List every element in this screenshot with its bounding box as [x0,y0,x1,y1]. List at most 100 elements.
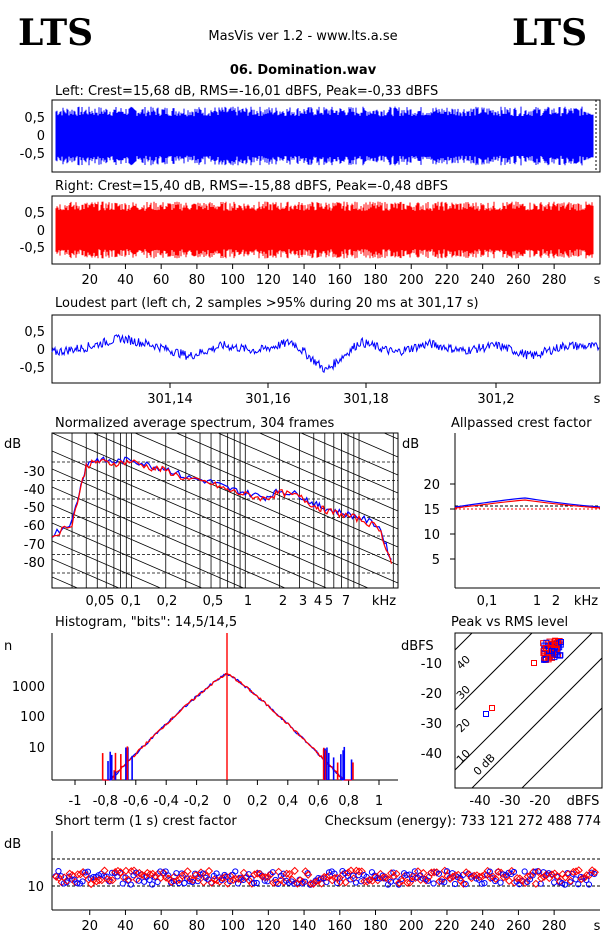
allpassed-xtick-2: 1 [533,594,541,609]
short-term-point [223,879,232,888]
short-term-point [551,879,558,886]
time-tick-label: 220 [435,919,460,934]
spectrum-xtick-8: 4 [314,594,322,609]
short-term-point [60,873,69,882]
short-term-point [178,870,185,877]
time-unit: s [594,919,601,934]
short-term-point [103,873,110,880]
app-title: MasVis ver 1.2 - www.lts.a.se [208,29,397,44]
spectrum-slope-line [300,433,398,476]
peak-rms-point [549,648,555,654]
right-waveform-plot [55,201,594,259]
peak-rms-point [531,660,537,666]
short-term-point [207,878,216,887]
short-term-point [285,870,294,879]
peak-rms-frame [454,632,603,789]
short-term-point [291,880,298,887]
short-term-point [119,873,128,882]
short-term-point [583,876,590,884]
time-axis-top: 20 40 60 80 100 120 140 160 180 200 220 240 260 280 s [81,264,601,288]
spectrum-ytick-2: -40 [24,483,45,498]
short-term-point [430,880,437,887]
loudest-ytick-3: -0,5 [20,361,45,376]
time-axis-bottom: 20 40 60 80 100 120 140 160 180 200 220 240 260 280 s [81,910,601,934]
short-term-point [224,873,231,880]
short-term-point [590,868,599,877]
spectrum-slope-line [175,433,398,530]
short-term-point [481,880,488,887]
allpassed-ytick-2: 15 [423,503,440,518]
time-tick-label: 200 [399,273,424,288]
peak-rms-xtick-3: -20 [529,794,550,809]
short-term-point [186,878,193,885]
short-term-point [108,875,117,885]
spectrum-yunit: dB [4,437,21,452]
spectrum-xtick-3: 0,2 [157,594,178,609]
short-term-point [148,869,157,879]
short-term-point [392,869,401,879]
short-term-point [381,873,390,882]
peak-rms-point [548,641,555,648]
short-term-point [232,868,239,875]
short-term-point [84,868,92,875]
loudest-xtick-3: 301,18 [343,392,389,407]
short-term-point [336,877,345,887]
short-term-point [451,880,459,888]
short-term-point [478,872,487,881]
peak-rms-point [558,639,564,645]
histogram-xticks: -1 -0,8 -0,6 -0,4 -0,2 0 0,2 0,4 0,6 0,8 1 [69,780,383,809]
spectrum-ytick-5: -70 [24,538,45,553]
short-term-point [416,875,425,885]
allpassed-xtick-3: 2 [552,594,560,609]
right-ytick-3: -0,5 [20,241,45,256]
short-term-point [295,876,305,885]
short-term-point [266,870,275,879]
spectrum-ytick-4: -60 [24,519,45,534]
time-unit: s [594,273,601,288]
allpassed-ytick-4: 5 [432,553,440,568]
short-term-point [515,874,524,883]
file-name: 06. Domination.wav [230,63,377,78]
histogram-xtick-label: -0,6 [123,794,148,809]
allpassed-ytick-3: 10 [423,528,440,543]
spectrum-slope-line [134,433,398,548]
time-tick-label: 200 [399,919,424,934]
short-term-point [317,879,326,888]
short-term-point [121,866,131,875]
short-term-point [438,875,447,884]
allpassed-left-line [454,497,601,508]
short-term-point [304,870,313,879]
time-tick-label: 80 [189,273,206,288]
short-term-point [521,868,528,875]
time-tick-label: 60 [153,919,170,934]
short-term-point [497,879,504,886]
time-tick-label: 100 [220,919,245,934]
short-term-point [127,881,134,888]
allpassed-xtick-1: 0,1 [477,594,498,609]
short-term-point [141,878,148,885]
short-term-point [135,868,144,878]
time-tick-label: 40 [117,273,134,288]
short-term-point [572,876,579,883]
short-term-point [341,878,350,887]
peak-rms-xunit: dBFS [567,794,600,809]
histogram-yunit: n [4,639,12,654]
short-term-point [191,871,200,880]
spectrum-slope-line [52,433,398,584]
right-ytick-1: 0,5 [24,206,45,221]
time-tick-label: 180 [363,273,388,288]
peak-rms-ytick-3: -30 [421,717,442,732]
short-term-point [108,869,116,876]
peak-rms-point [489,705,495,711]
short-term-point [486,868,493,875]
short-term-point [403,871,410,879]
peak-rms-label: Peak vs RMS level [451,615,568,630]
histogram-xtick-label: -0,8 [93,794,118,809]
allpassed-xunit: kHz [574,594,598,609]
peak-rms-diagonals [455,633,602,788]
time-tick-label: 100 [220,273,245,288]
histogram-xtick-label: 0,6 [308,794,329,809]
short-term-point [344,868,353,877]
histogram-ytick-1: 1000 [12,680,45,695]
left-ytick-2: 0 [37,129,45,144]
